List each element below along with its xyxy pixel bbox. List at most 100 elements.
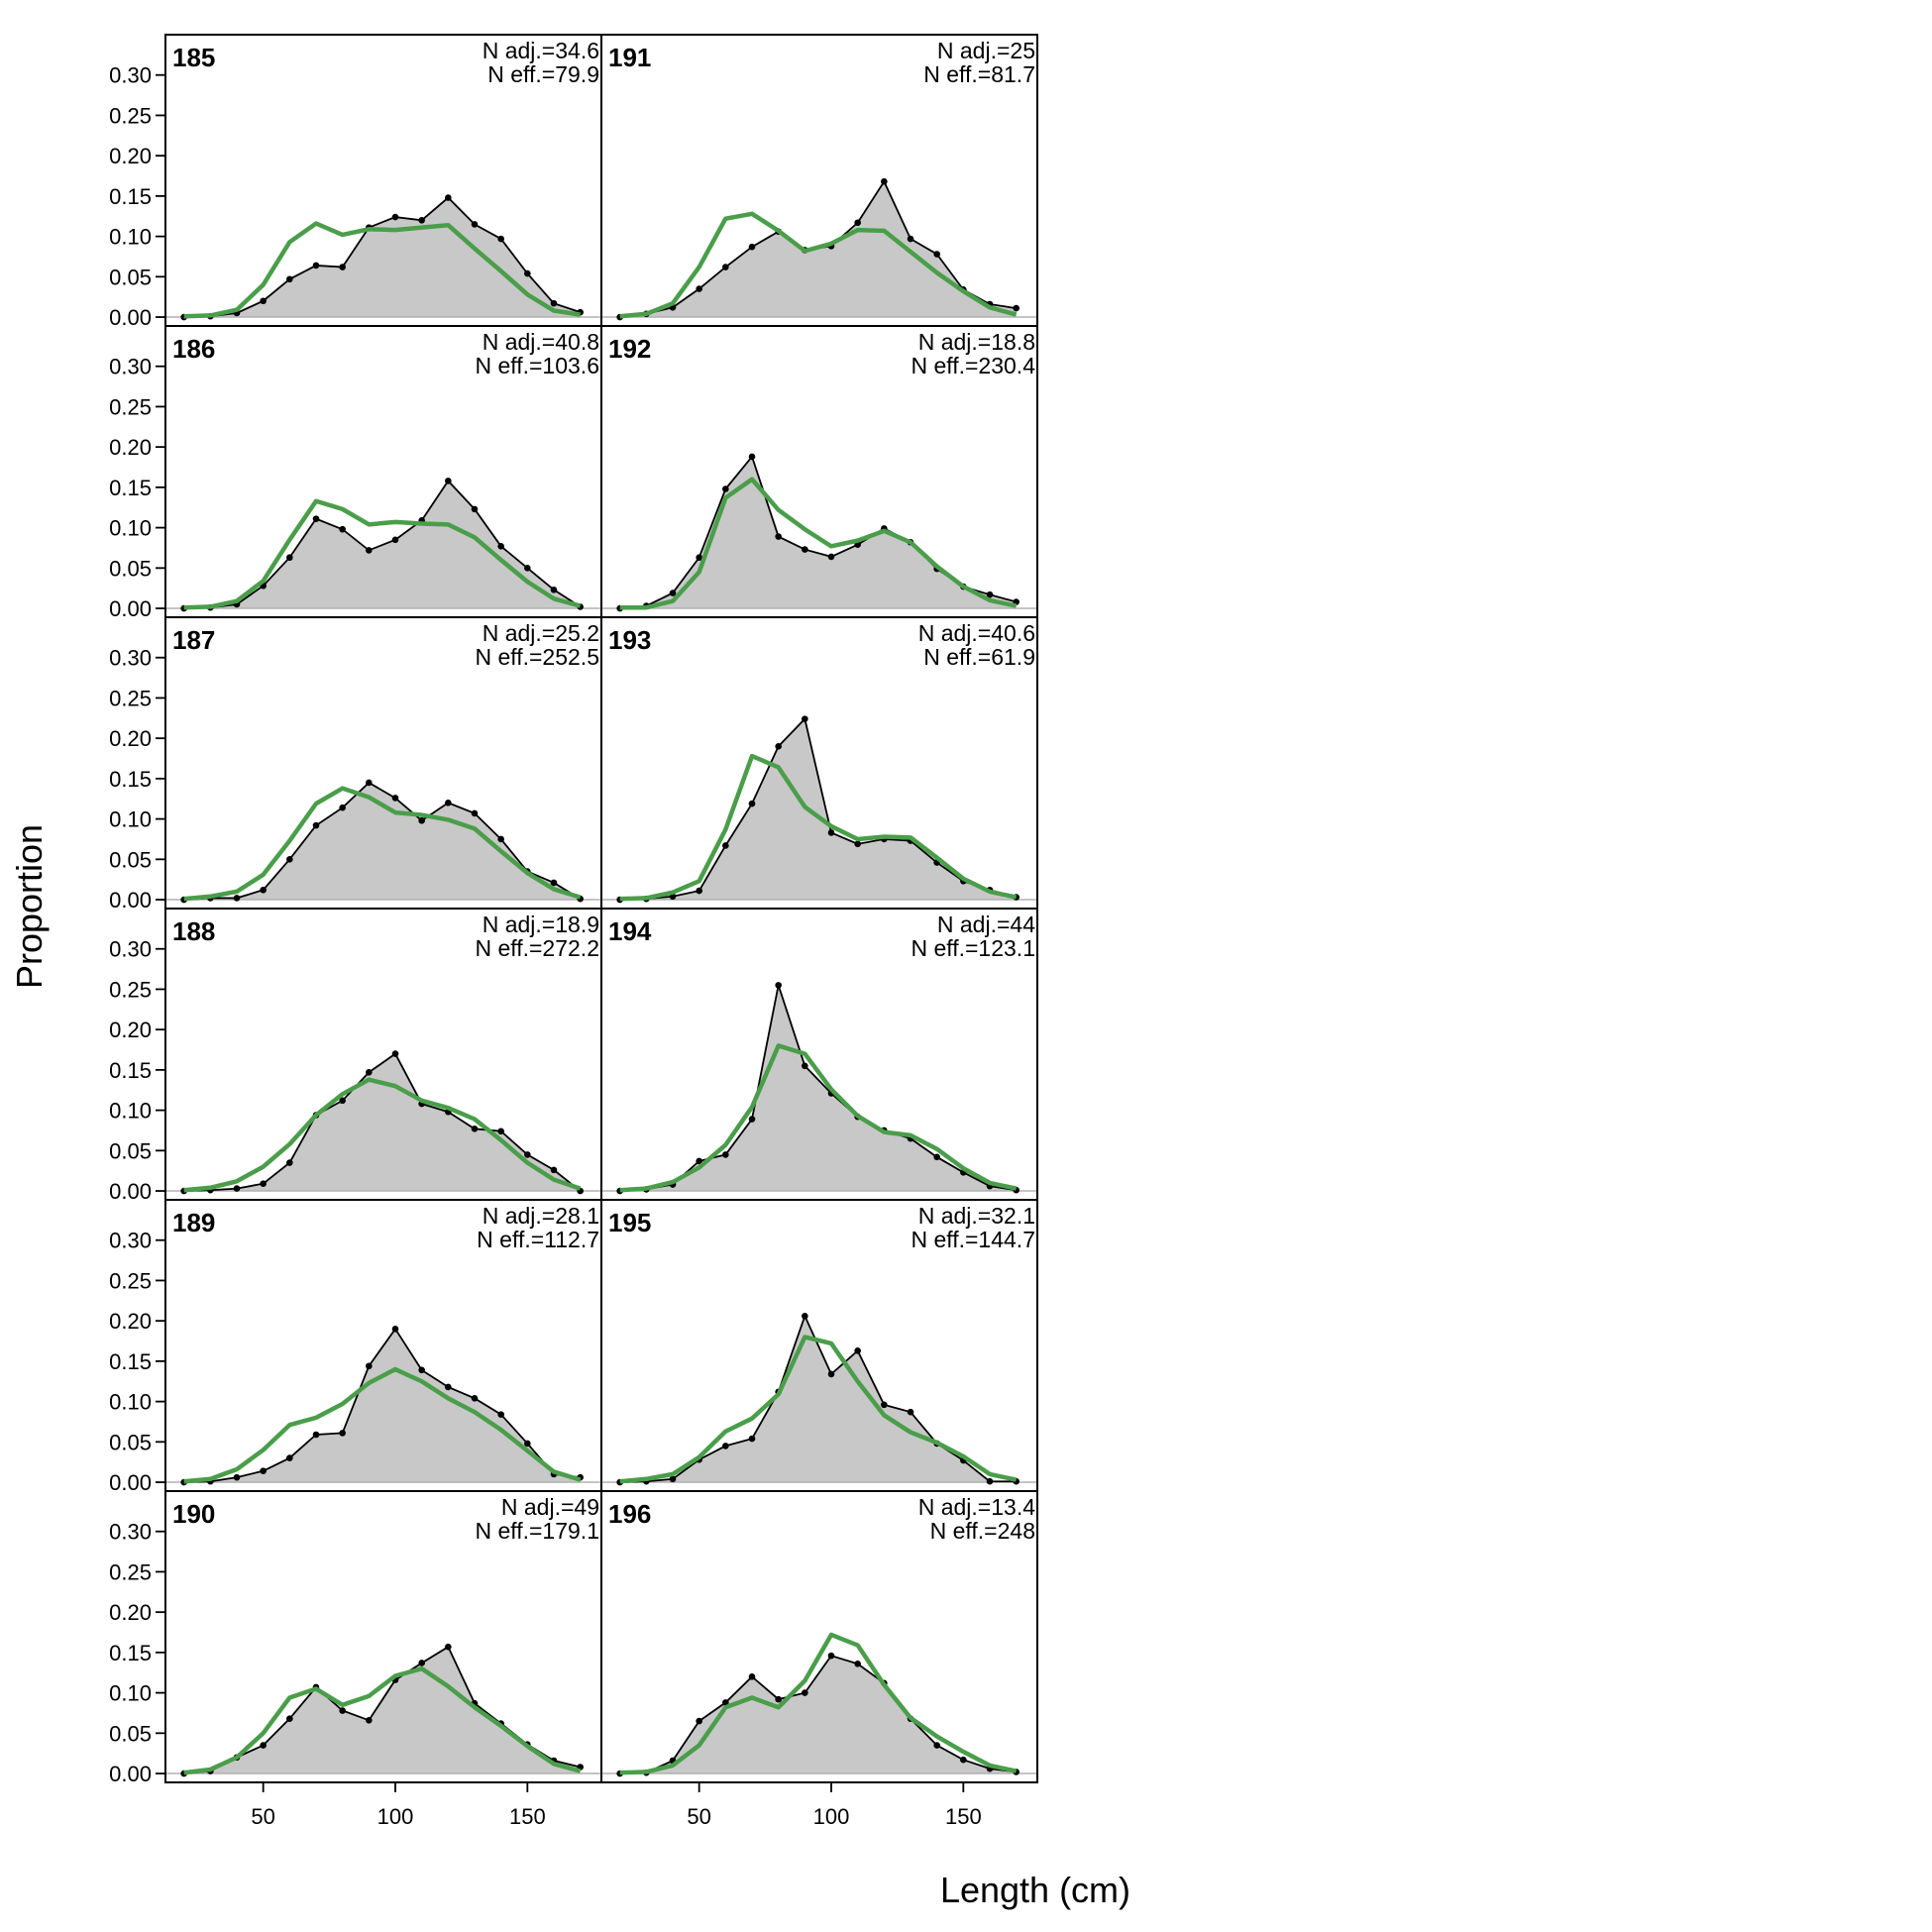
observed-point <box>854 1660 861 1667</box>
y-tick-label: 0.20 <box>109 144 152 168</box>
observed-point <box>312 821 320 829</box>
observed-point <box>497 835 504 843</box>
observed-point <box>471 505 479 513</box>
y-tick-label: 0.05 <box>109 556 152 581</box>
observed-point <box>1013 304 1020 312</box>
panel-185: 185 N adj.=34.6N eff.=79.9 <box>164 34 602 327</box>
observed-point <box>550 587 558 593</box>
observed-point <box>775 533 782 540</box>
observed-point <box>748 800 756 807</box>
y-tick-label: 0.20 <box>109 1600 152 1625</box>
y-tick-label: 0.05 <box>109 1721 152 1746</box>
observed-point <box>366 1716 373 1724</box>
observed-point <box>471 1395 479 1402</box>
observed-point <box>339 1430 346 1437</box>
y-tick-label: 0.05 <box>109 1430 152 1454</box>
observed-point <box>524 269 531 277</box>
observed-point <box>881 177 888 185</box>
observed-point <box>339 1707 346 1714</box>
observed-line <box>183 1327 581 1483</box>
x-tick-label: 50 <box>687 1804 710 1829</box>
observed-point <box>696 1717 702 1725</box>
y-tick-label: 0.25 <box>109 1559 152 1584</box>
observed-point <box>933 1742 940 1749</box>
observed-line <box>619 1655 1017 1774</box>
observed-point <box>233 1473 241 1481</box>
observed-point <box>748 1116 756 1123</box>
y-tick-label: 0.20 <box>109 435 152 460</box>
observed-point <box>418 217 425 224</box>
observed-point <box>748 453 756 461</box>
observed-point <box>722 842 729 849</box>
observed-point <box>669 1475 677 1483</box>
observed-point <box>960 1756 967 1764</box>
n-eff-label: N eff.=179.1 <box>475 1518 599 1544</box>
y-tick-label: 0.25 <box>109 686 152 710</box>
observed-point <box>445 1383 452 1391</box>
n-adj-label: N adj.=32.1 <box>918 1203 1035 1229</box>
panel-frame <box>600 1490 1038 1783</box>
observed-point <box>854 840 861 848</box>
observed-point <box>722 485 729 492</box>
n-eff-label: N eff.=252.5 <box>475 644 599 670</box>
observed-point <box>775 982 782 989</box>
observed-point <box>391 1050 399 1057</box>
n-adj-label: N adj.=40.6 <box>918 620 1035 646</box>
observed-point <box>524 565 531 572</box>
panel-year-label: 189 <box>172 1208 215 1237</box>
n-adj-label: N adj.=25 <box>937 38 1035 63</box>
panel-188: 188 N adj.=18.9N eff.=272.2 <box>164 908 602 1201</box>
observed-point <box>339 1097 346 1105</box>
observed-point <box>696 285 702 292</box>
observed-point <box>550 879 558 887</box>
observed-point <box>986 590 994 598</box>
observed-area <box>619 1656 1017 1774</box>
observed-line <box>183 196 581 318</box>
observed-point <box>497 543 504 550</box>
panel-year-label: 185 <box>172 43 215 72</box>
observed-point <box>550 1166 558 1174</box>
observed-area <box>183 481 581 609</box>
n-adj-label: N adj.=34.6 <box>483 38 599 63</box>
observed-line <box>619 716 1017 901</box>
observed-point <box>802 1689 808 1696</box>
observed-point <box>669 590 677 596</box>
observed-point <box>418 1366 425 1374</box>
observed-line <box>183 479 582 609</box>
observed-point <box>827 553 835 561</box>
y-tick-label: 0.25 <box>109 977 152 1002</box>
panel-year-label: 190 <box>172 1499 215 1529</box>
y-tick-label: 0.00 <box>109 305 152 330</box>
y-tick-label: 0.20 <box>109 1018 152 1042</box>
panel-year-label: 188 <box>172 916 215 946</box>
panel-193: 193 N adj.=40.6N eff.=61.9 <box>600 616 1038 910</box>
observed-point <box>418 1660 425 1666</box>
n-eff-label: N eff.=123.1 <box>911 935 1035 961</box>
n-adj-label: N adj.=18.8 <box>918 329 1035 355</box>
observed-point <box>881 1401 888 1409</box>
observed-point <box>339 264 346 270</box>
observed-point <box>827 1652 835 1660</box>
observed-point <box>391 536 399 544</box>
observed-point <box>260 1742 267 1749</box>
observed-line <box>183 1052 582 1192</box>
observed-point <box>260 1467 267 1474</box>
observed-point <box>366 779 373 787</box>
n-eff-label: N eff.=61.9 <box>923 644 1035 670</box>
expected-line <box>183 786 582 902</box>
expected-line <box>183 1366 582 1484</box>
observed-line <box>183 781 582 901</box>
y-tick-label: 0.00 <box>109 1179 152 1204</box>
observed-point <box>722 1699 729 1706</box>
x-tick-label: 150 <box>945 1804 982 1829</box>
expected-line <box>619 211 1018 319</box>
y-tick-label: 0.10 <box>109 225 152 250</box>
observed-area <box>183 1647 581 1774</box>
y-tick-label: 0.00 <box>109 888 152 912</box>
n-adj-label: N adj.=13.4 <box>918 1494 1035 1520</box>
observed-point <box>286 1159 293 1166</box>
n-eff-label: N eff.=112.7 <box>477 1227 599 1252</box>
panel-year-label: 194 <box>608 916 652 946</box>
observed-point <box>696 887 702 895</box>
observed-area <box>619 985 1017 1192</box>
